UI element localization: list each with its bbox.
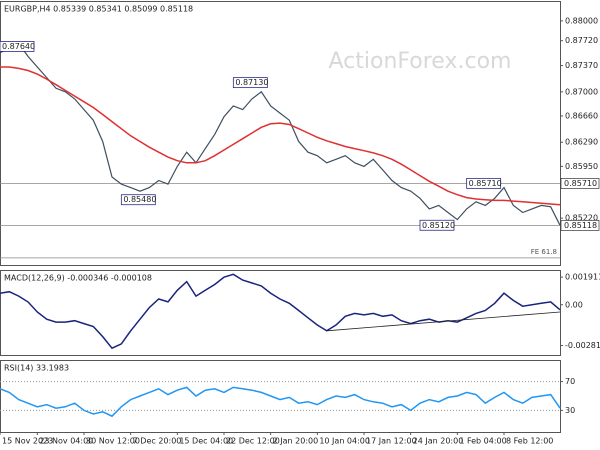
x-tick-label: 2 Jan 20:00	[273, 437, 319, 446]
panel-title: EURGBP,H4 0.85339 0.85341 0.85099 0.8511…	[4, 5, 193, 14]
series-line	[0, 273, 561, 350]
annotation-label: 0.85120	[422, 221, 455, 230]
annotation-box	[232, 77, 268, 89]
trend-line	[326, 311, 561, 332]
level-label: 0.85710	[564, 179, 597, 188]
y-tick-label: 0.85220	[565, 214, 598, 223]
y-tick-label: 0.00	[565, 300, 583, 309]
x-tick-label: 10 Jan 04:00	[319, 437, 370, 446]
level-label: 0.85118	[564, 221, 597, 230]
x-tick-label: 15 Dec 04:00	[179, 437, 233, 446]
y-tick-label: 0.86660	[565, 111, 598, 120]
level-label: FE 61.8	[531, 248, 557, 256]
annotation-label: 0.87640	[2, 42, 35, 51]
annotation-label: 0.85710	[469, 179, 502, 188]
x-tick-label: 7 Dec 20:00	[133, 437, 182, 446]
x-tick-label: 8 Feb 12:00	[506, 437, 553, 446]
watermark: ActionForex.com	[329, 49, 512, 74]
x-tick-label: 1 Feb 04:00	[459, 437, 506, 446]
series-line	[0, 66, 561, 206]
x-tick-label: 15 Nov 2023	[2, 437, 53, 446]
annotation-box	[0, 41, 35, 52]
y-tick-label: 0.88000	[565, 16, 598, 25]
level-label-box	[560, 220, 600, 231]
annotation-label: 0.85480	[123, 195, 156, 204]
y-tick-label: 70	[565, 377, 575, 386]
series-line	[0, 386, 561, 418]
x-tick-label: 30 Nov 12:00	[86, 437, 140, 446]
panel-title: RSI(14) 33.1983	[4, 364, 69, 373]
panel-frame	[0, 1, 561, 266]
annotation-label: 0.87130	[235, 78, 268, 87]
series-line	[0, 42, 561, 226]
y-tick-label: 0.87720	[565, 36, 598, 45]
annotation-box	[466, 177, 502, 189]
panel-frame	[0, 270, 561, 356]
y-tick-label: 0.85950	[565, 162, 598, 171]
y-tick-label: 0.86290	[565, 138, 598, 147]
y-tick-label: 0.87000	[565, 87, 598, 96]
annotation-box	[120, 194, 156, 206]
annotation-box	[419, 219, 455, 231]
y-tick-label: 30	[565, 406, 575, 415]
x-tick-label: 22 Dec 12:00	[226, 437, 280, 446]
x-tick-label: 23 Nov 04:00	[39, 437, 93, 446]
level-label-box	[560, 178, 600, 189]
y-tick-label: -0.002816	[565, 341, 600, 350]
y-tick-label: 0.001911	[565, 273, 600, 282]
x-tick-label: 24 Jan 20:00	[413, 437, 464, 446]
panel-frame	[0, 360, 561, 433]
y-tick-label: 0.87370	[565, 61, 598, 70]
panel-title: MACD(12,26,9) -0.000346 -0.000108	[4, 274, 152, 283]
x-tick-label: 17 Jan 12:00	[366, 437, 417, 446]
